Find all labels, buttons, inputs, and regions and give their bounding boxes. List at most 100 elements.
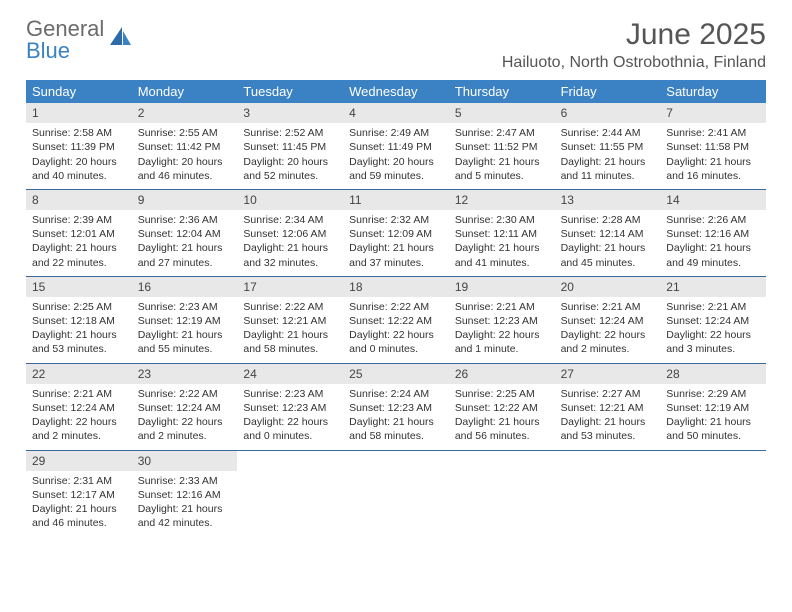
day-cell: 4Sunrise: 2:49 AMSunset: 11:49 PMDayligh… — [343, 103, 449, 189]
daylight2-text: and 49 minutes. — [666, 256, 760, 270]
day-cell: 12 Sunrise: 2:30 AMSunset: 12:11 AMDaylig… — [449, 190, 555, 276]
logo: General Blue — [26, 18, 134, 62]
sunset-text: Sunset: 11:49 PM — [349, 140, 443, 154]
week-row: 8Sunrise: 2:39 AMSunset: 12:01 AMDayligh… — [26, 190, 766, 277]
day-number: 15 — [26, 277, 132, 297]
sunset-text: Sunset: 12:19 AM — [666, 401, 760, 415]
day-number: 2 — [132, 103, 238, 123]
sunset-text: Sunset: 12:18 AM — [32, 314, 126, 328]
sunset-text: Sunset: 12:23 AM — [243, 401, 337, 415]
daylight1-text: Daylight: 22 hours — [243, 415, 337, 429]
sunrise-text: Sunrise: 2:25 AM — [32, 300, 126, 314]
sunset-text: Sunset: 12:11 AM — [455, 227, 549, 241]
daylight2-text: and 3 minutes. — [666, 342, 760, 356]
daylight2-text: and 58 minutes. — [349, 429, 443, 443]
daylight1-text: Daylight: 20 hours — [32, 155, 126, 169]
daylight2-text: and 22 minutes. — [32, 256, 126, 270]
sunset-text: Sunset: 11:55 PM — [561, 140, 655, 154]
sunrise-text: Sunrise: 2:21 AM — [455, 300, 549, 314]
daylight1-text: Daylight: 21 hours — [455, 241, 549, 255]
sunrise-text: Sunrise: 2:29 AM — [666, 387, 760, 401]
week-row: 1Sunrise: 2:58 AMSunset: 11:39 PMDayligh… — [26, 103, 766, 190]
sunrise-text: Sunrise: 2:30 AM — [455, 213, 549, 227]
daylight2-text: and 40 minutes. — [32, 169, 126, 183]
daylight1-text: Daylight: 20 hours — [349, 155, 443, 169]
sunset-text: Sunset: 11:45 PM — [243, 140, 337, 154]
day-number: 6 — [555, 103, 661, 123]
week-row: 15 Sunrise: 2:25 AMSunset: 12:18 AM Daylig… — [26, 277, 766, 364]
sunrise-text: Sunrise: 2:32 AM — [349, 213, 443, 227]
daylight2-text: and 16 minutes. — [666, 169, 760, 183]
sunset-text: Sunset: 12:06 AM — [243, 227, 337, 241]
day-cell: 29Sunrise: 2:31 AMSunset: 12:17 AMDaylig… — [26, 451, 132, 537]
weekday-sat: Saturday — [660, 80, 766, 103]
sunrise-text: Sunrise: 2:41 AM — [666, 126, 760, 140]
sunrise-text: Sunrise: 2:47 AM — [455, 126, 549, 140]
day-cell: 10Sunrise: 2:34 AMSunset: 12:06 AMDaylig… — [237, 190, 343, 276]
day-number: 25 — [343, 364, 449, 384]
daylight1-text: Daylight: 21 hours — [666, 415, 760, 429]
day-number: 18 — [343, 277, 449, 297]
daylight2-text: and 27 minutes. — [138, 256, 232, 270]
daylight1-text: Daylight: 21 hours — [561, 155, 655, 169]
day-number: 8 — [26, 190, 132, 210]
daylight1-text: Daylight: 21 hours — [138, 241, 232, 255]
day-number: 13 — [555, 190, 661, 210]
sunrise-text: Sunrise: 2:23 AM — [243, 387, 337, 401]
daylight1-text: Daylight: 21 hours — [455, 155, 549, 169]
daylight2-text: and 46 minutes. — [138, 169, 232, 183]
sunrise-text: Sunrise: 2:21 AM — [666, 300, 760, 314]
daylight2-text: and 2 minutes. — [138, 429, 232, 443]
day-cell: 1Sunrise: 2:58 AMSunset: 11:39 PMDayligh… — [26, 103, 132, 189]
sunrise-text: Sunrise: 2:34 AM — [243, 213, 337, 227]
day-cell: 15Sunrise: 2:25 AMSunset: 12:18 AMDaylig… — [26, 277, 132, 363]
day-cell: 24Sunrise: 2:23 AMSunset: 12:23 AMDaylig… — [237, 364, 343, 450]
sunset-text: Sunset: 11:39 PM — [32, 140, 126, 154]
daylight1-text: Daylight: 21 hours — [349, 415, 443, 429]
day-cell: 13Sunrise: 2:28 AMSunset: 12:14 AMDaylig… — [555, 190, 661, 276]
daylight1-text: Daylight: 21 hours — [243, 328, 337, 342]
sunset-text: Sunset: 12:24 AM — [138, 401, 232, 415]
day-number: 5 — [449, 103, 555, 123]
sunset-text: Sunset: 12:19 AM — [138, 314, 232, 328]
daylight1-text: Daylight: 21 hours — [138, 502, 232, 516]
daylight2-text: and 1 minute. — [455, 342, 549, 356]
day-number: 29 — [26, 451, 132, 471]
day-number: 11 — [343, 190, 449, 210]
sunrise-text: Sunrise: 2:49 AM — [349, 126, 443, 140]
sunrise-text: Sunrise: 2:52 AM — [243, 126, 337, 140]
daylight2-text: and 45 minutes. — [561, 256, 655, 270]
weekday-mon: Monday — [132, 80, 238, 103]
daylight2-text: and 55 minutes. — [138, 342, 232, 356]
daylight2-text: and 32 minutes. — [243, 256, 337, 270]
daylight2-text: and 2 minutes. — [32, 429, 126, 443]
day-number: 1 — [26, 103, 132, 123]
day-cell: 8Sunrise: 2:39 AMSunset: 12:01 AMDayligh… — [26, 190, 132, 276]
sunrise-text: Sunrise: 2:31 AM — [32, 474, 126, 488]
daylight1-text: Daylight: 22 hours — [138, 415, 232, 429]
sunset-text: Sunset: 11:42 PM — [138, 140, 232, 154]
day-cell: 30Sunrise: 2:33 AMSunset: 12:16 AMDaylig… — [132, 451, 238, 537]
daylight2-text: and 46 minutes. — [32, 516, 126, 530]
daylight2-text: and 37 minutes. — [349, 256, 443, 270]
day-cell: 18Sunrise: 2:22 AMSunset: 12:22 AMDaylig… — [343, 277, 449, 363]
day-cell: 28Sunrise: 2:29 AMSunset: 12:19 AMDaylig… — [660, 364, 766, 450]
day-cell: 17Sunrise: 2:22 AMSunset: 12:21 AMDaylig… — [237, 277, 343, 363]
sunrise-text: Sunrise: 2:33 AM — [138, 474, 232, 488]
sunset-text: Sunset: 12:24 AM — [666, 314, 760, 328]
daylight1-text: Daylight: 21 hours — [561, 241, 655, 255]
day-number: 12 — [449, 190, 555, 210]
sunrise-text: Sunrise: 2:22 AM — [349, 300, 443, 314]
daylight1-text: Daylight: 22 hours — [455, 328, 549, 342]
title-block: June 2025 Hailuoto, North Ostrobothnia, … — [502, 18, 766, 72]
daylight2-text: and 52 minutes. — [243, 169, 337, 183]
weekday-tue: Tuesday — [237, 80, 343, 103]
sunset-text: Sunset: 12:21 AM — [243, 314, 337, 328]
day-number: 7 — [660, 103, 766, 123]
sunset-text: Sunset: 12:04 AM — [138, 227, 232, 241]
daylight1-text: Daylight: 21 hours — [243, 241, 337, 255]
day-number: 27 — [555, 364, 661, 384]
daylight1-text: Daylight: 21 hours — [455, 415, 549, 429]
daylight2-text: and 0 minutes. — [349, 342, 443, 356]
week-row: 22Sunrise: 2:21 AMSunset: 12:24 AMDaylig… — [26, 364, 766, 451]
